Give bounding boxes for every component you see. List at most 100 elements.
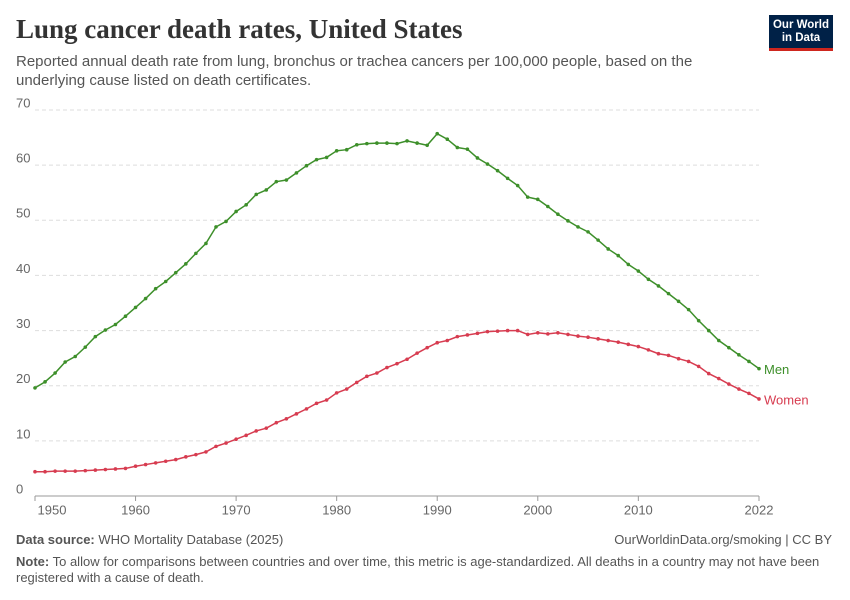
data-point bbox=[143, 462, 148, 467]
data-point bbox=[405, 357, 409, 362]
source-label: Data source: bbox=[16, 532, 95, 547]
data-point bbox=[294, 171, 299, 175]
data-point bbox=[354, 380, 359, 385]
y-tick-label: 60 bbox=[16, 151, 30, 166]
data-point bbox=[495, 168, 500, 173]
data-point bbox=[445, 137, 450, 142]
x-tick-label: 2010 bbox=[624, 502, 653, 517]
data-point bbox=[686, 307, 691, 312]
data-point bbox=[375, 371, 379, 375]
data-point bbox=[505, 328, 510, 333]
data-point bbox=[445, 338, 450, 343]
data-point bbox=[425, 345, 429, 350]
data-point bbox=[696, 364, 701, 369]
data-point bbox=[475, 331, 480, 336]
data-point bbox=[264, 188, 269, 192]
data-point bbox=[63, 469, 67, 473]
data-point bbox=[254, 192, 259, 197]
x-tick-label: 1980 bbox=[322, 502, 351, 517]
y-tick-label: 40 bbox=[16, 261, 30, 276]
data-point bbox=[244, 203, 248, 207]
data-point bbox=[244, 433, 248, 438]
data-point bbox=[33, 469, 37, 474]
data-point bbox=[576, 334, 580, 338]
data-point bbox=[626, 262, 631, 267]
data-point bbox=[385, 141, 389, 145]
data-point bbox=[465, 147, 470, 151]
data-point bbox=[204, 450, 208, 454]
data-point bbox=[184, 262, 188, 266]
data-point bbox=[73, 469, 78, 473]
data-point bbox=[93, 468, 98, 472]
data-point bbox=[103, 328, 108, 332]
series-line bbox=[35, 329, 760, 473]
data-point bbox=[194, 452, 198, 457]
legend-label: Men bbox=[764, 362, 789, 377]
x-tick-label: 1990 bbox=[423, 502, 452, 517]
credit[interactable]: OurWorldinData.org/smoking | CC BY bbox=[614, 532, 832, 547]
data-point bbox=[566, 219, 570, 223]
data-point bbox=[727, 345, 731, 350]
data-point bbox=[375, 141, 379, 145]
data-point bbox=[636, 344, 641, 349]
data-point bbox=[495, 329, 500, 333]
data-point bbox=[626, 342, 631, 347]
data-point bbox=[596, 337, 600, 341]
data-point bbox=[33, 386, 37, 390]
data-point bbox=[646, 277, 651, 282]
y-tick-label: 70 bbox=[16, 95, 30, 110]
data-point bbox=[234, 209, 238, 214]
data-point bbox=[546, 204, 550, 209]
data-point bbox=[113, 467, 118, 471]
data-point bbox=[284, 178, 289, 182]
data-point bbox=[525, 195, 530, 199]
data-point bbox=[747, 359, 751, 364]
series-line bbox=[34, 132, 760, 389]
data-point bbox=[556, 212, 560, 217]
x-tick-label: 1970 bbox=[222, 502, 251, 517]
data-point bbox=[395, 141, 399, 146]
data-point bbox=[163, 459, 168, 464]
data-point bbox=[716, 376, 721, 381]
data-point bbox=[515, 183, 520, 188]
data-point bbox=[153, 461, 158, 465]
data-point bbox=[43, 469, 47, 474]
data-point bbox=[757, 397, 761, 401]
data-point bbox=[556, 330, 560, 335]
y-tick-label: 50 bbox=[16, 206, 30, 221]
x-tick-label: 2000 bbox=[523, 502, 552, 517]
data-point bbox=[63, 360, 67, 364]
data-point bbox=[53, 371, 57, 375]
data-point bbox=[234, 437, 238, 442]
data-point bbox=[314, 157, 319, 162]
note-text: To allow for comparisons between countri… bbox=[16, 554, 820, 585]
y-tick-label: 0 bbox=[16, 481, 23, 496]
data-point bbox=[103, 467, 108, 472]
data-point bbox=[666, 353, 671, 358]
data-point bbox=[666, 291, 671, 296]
data-point bbox=[194, 251, 198, 256]
data-point bbox=[747, 391, 751, 396]
data-point bbox=[656, 351, 661, 356]
data-point bbox=[716, 338, 721, 343]
x-tick-label: 1950 bbox=[38, 502, 67, 517]
data-point bbox=[616, 253, 621, 258]
data-point bbox=[455, 145, 460, 150]
data-point bbox=[455, 334, 460, 339]
logo[interactable]: Our World in Data bbox=[769, 15, 833, 51]
data-point bbox=[143, 296, 148, 301]
data-point bbox=[586, 230, 590, 234]
data-point bbox=[475, 156, 480, 160]
data-point bbox=[435, 131, 440, 136]
data-point bbox=[123, 466, 128, 471]
data-point bbox=[425, 143, 429, 148]
data-point bbox=[83, 345, 88, 349]
data-point bbox=[254, 429, 259, 433]
data-point bbox=[153, 286, 158, 291]
data-point bbox=[636, 269, 641, 273]
data-point bbox=[123, 314, 128, 319]
data-point bbox=[93, 334, 98, 339]
data-point bbox=[656, 284, 661, 288]
data-point bbox=[284, 417, 289, 421]
data-point bbox=[606, 247, 610, 251]
